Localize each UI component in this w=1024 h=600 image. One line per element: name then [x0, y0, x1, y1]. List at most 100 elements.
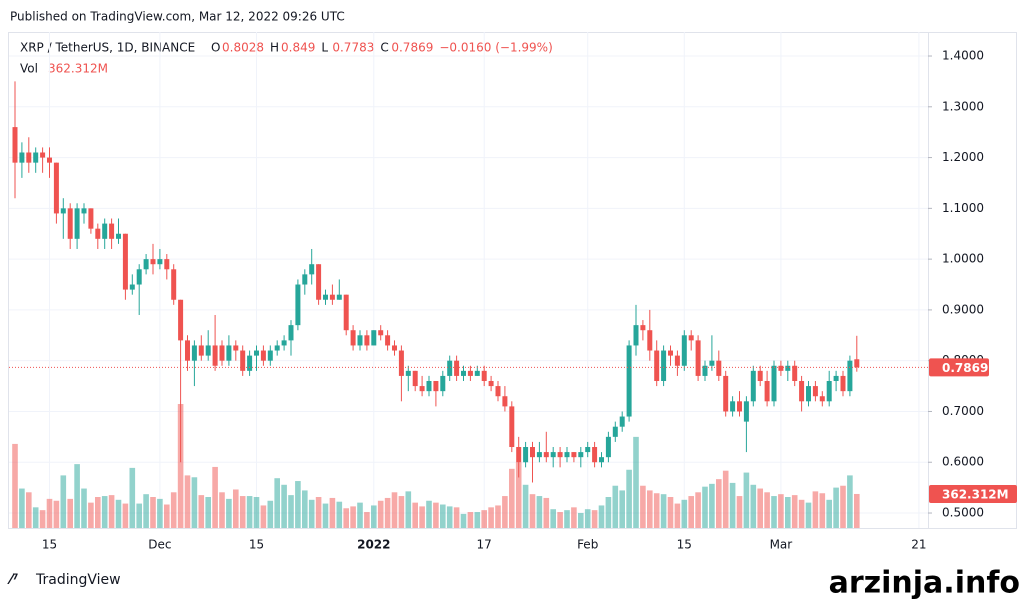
- volume-bar: [791, 495, 798, 528]
- candle-body: [350, 330, 356, 346]
- candle-body: [695, 340, 701, 376]
- x-tick-label: 17: [477, 538, 492, 552]
- volume-bar: [509, 468, 515, 528]
- watermark: arzinja.info: [829, 566, 1020, 600]
- candle-body: [557, 452, 563, 458]
- volume-bar: [136, 503, 142, 528]
- candle-body: [385, 335, 391, 346]
- candle-body: [716, 360, 722, 376]
- volume-bar: [854, 493, 860, 528]
- candle-body: [74, 208, 80, 239]
- volume-bar: [143, 494, 149, 528]
- candle-body: [323, 294, 328, 300]
- candle-body: [833, 375, 839, 381]
- candle-body: [647, 330, 653, 351]
- candle-body: [122, 233, 128, 290]
- candle-body: [812, 386, 818, 397]
- candle-body: [260, 350, 266, 361]
- x-tick-label: 15: [42, 538, 57, 552]
- volume-bar: [757, 488, 763, 528]
- x-tick-label: 15: [677, 538, 692, 552]
- volume-bar: [536, 496, 543, 528]
- candle-body: [419, 386, 425, 392]
- volume-bar: [164, 504, 170, 528]
- volume-bar: [60, 475, 67, 528]
- volume-bar: [771, 496, 777, 528]
- candle-body: [681, 335, 687, 366]
- ohlc-letter: C: [380, 41, 388, 55]
- volume-bar: [412, 502, 418, 528]
- x-tick-label: Dec: [148, 538, 171, 552]
- last-volume-label: 362.312M: [942, 487, 1009, 501]
- volume-bar: [343, 508, 349, 528]
- volume-bar: [101, 496, 108, 528]
- candle-body: [47, 157, 52, 163]
- volume-bar: [19, 488, 25, 528]
- y-tick-label: 0.9000: [942, 302, 984, 316]
- candle-body: [198, 345, 204, 356]
- candle-body: [212, 345, 218, 366]
- candle-body: [164, 259, 170, 270]
- volume-bar: [364, 512, 370, 528]
- volume-bar: [764, 492, 770, 528]
- candle-body: [357, 335, 363, 346]
- candle-body: [53, 162, 59, 214]
- candle-body: [626, 345, 632, 417]
- candle-body: [274, 345, 280, 351]
- x-tick-label: Mar: [770, 538, 793, 552]
- y-tick-label: 0.7000: [942, 404, 984, 418]
- volume-bar: [74, 464, 80, 528]
- candle-body: [509, 406, 515, 448]
- volume-bar: [419, 506, 425, 528]
- candle-body: [640, 325, 646, 331]
- y-tick-label: 1.3000: [942, 99, 984, 113]
- volume-bar: [115, 499, 122, 528]
- candle-body: [661, 350, 667, 381]
- candle-body: [564, 452, 570, 458]
- candle-body: [329, 294, 335, 300]
- volume-bar: [302, 490, 308, 528]
- volume-bar: [798, 499, 805, 528]
- ohlc-letter: H: [270, 41, 279, 55]
- candle-body: [792, 365, 798, 381]
- volume-bar: [619, 490, 625, 528]
- volume-bar: [253, 497, 260, 528]
- x-tick-label: 15: [249, 538, 264, 552]
- x-tick-label: 21: [911, 538, 926, 552]
- candle-body: [454, 360, 460, 376]
- volume-bar: [53, 500, 60, 528]
- volume-bar: [660, 494, 667, 528]
- volume-bar: [67, 498, 73, 528]
- volume-bar: [502, 496, 508, 528]
- candle-body: [116, 233, 121, 239]
- volume-bar: [805, 502, 812, 528]
- candle-body: [405, 370, 411, 376]
- volume-bar: [578, 512, 584, 528]
- volume-bar: [88, 502, 94, 528]
- candle-body: [488, 380, 494, 387]
- candle-body: [316, 264, 322, 300]
- candle-body: [171, 269, 177, 300]
- candle-body: [585, 447, 591, 453]
- volume-bar: [653, 493, 660, 528]
- volume-bar: [474, 512, 481, 528]
- volume-bar: [557, 512, 563, 528]
- volume-bar: [695, 492, 701, 528]
- candle-body: [267, 350, 273, 361]
- plot: 0.50000.60000.70000.80000.90001.00001.10…: [9, 32, 1017, 552]
- volume-bar: [26, 492, 32, 528]
- candle-body: [33, 152, 39, 163]
- candle-body: [412, 370, 418, 387]
- volume-bar: [446, 506, 453, 528]
- volume-bar: [729, 482, 736, 528]
- volume-bar: [550, 509, 556, 528]
- x-tick-label: 2022: [357, 538, 390, 552]
- volume-bar: [226, 498, 232, 528]
- candle-body: [571, 452, 577, 458]
- y-tick-label: 1.0000: [942, 252, 984, 266]
- volume-bar: [515, 462, 522, 528]
- candle-body: [19, 152, 25, 163]
- candle-body: [81, 208, 87, 214]
- volume-bar: [571, 507, 577, 528]
- volume-bar: [32, 507, 39, 528]
